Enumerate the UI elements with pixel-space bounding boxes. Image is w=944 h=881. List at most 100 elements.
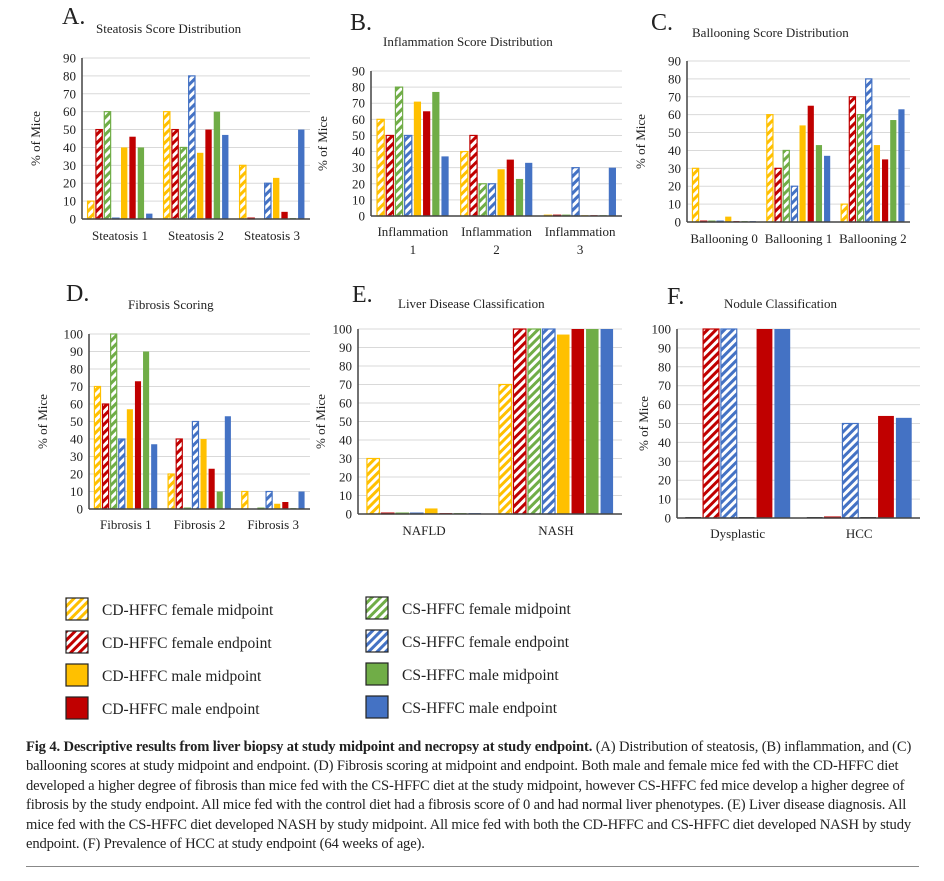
legend-label: CS-HFFC male endpoint <box>402 700 558 717</box>
legend-label: CS-HFFC male midpoint <box>402 667 559 684</box>
y-tick-label: 30 <box>668 161 681 176</box>
bar <box>175 438 183 510</box>
y-tick-label: 90 <box>70 344 83 359</box>
legend-item: CD-HFFC male midpoint <box>65 663 262 687</box>
bar <box>86 200 95 220</box>
y-tick-label: 20 <box>352 176 365 191</box>
x-tick-label: Steatosis 3 <box>244 228 300 243</box>
y-tick-label: 60 <box>70 397 83 412</box>
bar <box>413 101 422 216</box>
bar <box>167 473 175 510</box>
bar <box>600 329 614 514</box>
bar <box>404 134 413 217</box>
chart-title: Nodule Classification <box>724 296 838 311</box>
bar <box>782 149 790 223</box>
x-tick-label: Inflammation <box>461 224 532 239</box>
bar <box>774 329 791 518</box>
x-tick-label: NAFLD <box>402 523 445 538</box>
y-tick-label: 80 <box>668 71 681 86</box>
y-tick-label: 50 <box>668 125 681 140</box>
y-tick-label: 70 <box>658 378 671 393</box>
chart-panel-c: C. Ballooning Score Distribution % of Mice… <box>633 10 910 246</box>
bar <box>162 111 171 220</box>
y-tick-label: 20 <box>668 179 681 194</box>
y-tick-label: 10 <box>70 484 83 499</box>
bar <box>121 147 128 219</box>
x-tick-label: Ballooning 2 <box>839 231 907 246</box>
x-tick-label: 3 <box>577 242 584 257</box>
bar <box>197 152 204 219</box>
bar <box>222 134 229 219</box>
chart-panel-a: A. Steatosis Score Distribution % of Mice 0… <box>28 4 310 243</box>
y-tick-label: 80 <box>658 359 671 374</box>
y-tick-label: 70 <box>70 379 83 394</box>
bar <box>265 490 273 510</box>
y-tick-label: 20 <box>658 473 671 488</box>
y-tick-label: 50 <box>339 414 352 429</box>
x-tick-label: 2 <box>493 242 500 257</box>
bar <box>460 150 469 217</box>
bar <box>208 468 215 509</box>
bar <box>151 444 158 509</box>
bar <box>298 129 305 219</box>
panel-letter: B. <box>350 10 372 36</box>
bar <box>527 328 542 515</box>
bar <box>385 134 395 217</box>
y-tick-label: 10 <box>352 192 365 207</box>
bar <box>273 177 280 219</box>
y-tick-label: 60 <box>63 104 76 119</box>
bar <box>200 439 207 509</box>
legend-item: CS-HFFC male midpoint <box>365 662 559 686</box>
bar <box>143 351 150 509</box>
legend-item: CS-HFFC female endpoint <box>365 629 570 653</box>
bar <box>756 329 773 518</box>
legend-swatch <box>65 597 89 621</box>
y-tick-label: 30 <box>339 451 352 466</box>
y-tick-label: 0 <box>346 507 353 522</box>
bar <box>487 183 497 217</box>
panel-letter: D. <box>66 281 89 307</box>
y-tick-label: 40 <box>668 143 681 158</box>
bar <box>238 164 247 220</box>
bar <box>691 167 700 223</box>
y-tick-label: 90 <box>668 54 681 69</box>
legend-item: CS-HFFC male endpoint <box>365 695 558 719</box>
x-tick-label: Fibrosis 2 <box>174 517 226 532</box>
y-tick-label: 40 <box>70 432 83 447</box>
y-tick-label: 30 <box>658 454 671 469</box>
y-tick-label: 70 <box>339 377 352 392</box>
y-tick-label: 40 <box>339 433 352 448</box>
y-tick-label: 10 <box>63 194 76 209</box>
bar <box>498 383 513 515</box>
chart-title: Liver Disease Classification <box>398 296 545 311</box>
x-tick-label: Ballooning 1 <box>765 231 833 246</box>
caption-title: Fig 4. Descriptive results from liver bi… <box>26 739 593 755</box>
panel-letter: E. <box>352 282 373 308</box>
y-tick-label: 60 <box>339 396 352 411</box>
legend-label: CD-HFFC female midpoint <box>102 602 274 619</box>
x-tick-label: Dysplastic <box>710 526 765 541</box>
bar <box>506 159 514 216</box>
y-tick-label: 20 <box>63 176 76 191</box>
legend-swatch <box>365 596 389 620</box>
bar <box>110 333 118 510</box>
legend-swatch <box>365 629 389 653</box>
legend-item: CD-HFFC male endpoint <box>65 696 260 720</box>
bar <box>890 120 897 222</box>
bar <box>264 182 272 220</box>
bar <box>865 78 873 223</box>
legend-swatch <box>365 695 389 719</box>
bar <box>205 129 212 219</box>
bar <box>129 136 136 219</box>
figure-caption: Fig 4. Descriptive results from liver bi… <box>26 738 921 854</box>
legend-label: CD-HFFC male endpoint <box>102 701 260 718</box>
y-tick-label: 0 <box>77 502 84 517</box>
x-tick-label: Fibrosis 3 <box>247 517 299 532</box>
bar <box>179 146 188 220</box>
y-tick-label: 90 <box>658 340 671 355</box>
x-tick-label: NASH <box>538 523 573 538</box>
x-tick-label: Inflammation <box>545 224 616 239</box>
chart-title: Inflammation Score Distribution <box>383 34 553 49</box>
bar <box>557 334 570 514</box>
